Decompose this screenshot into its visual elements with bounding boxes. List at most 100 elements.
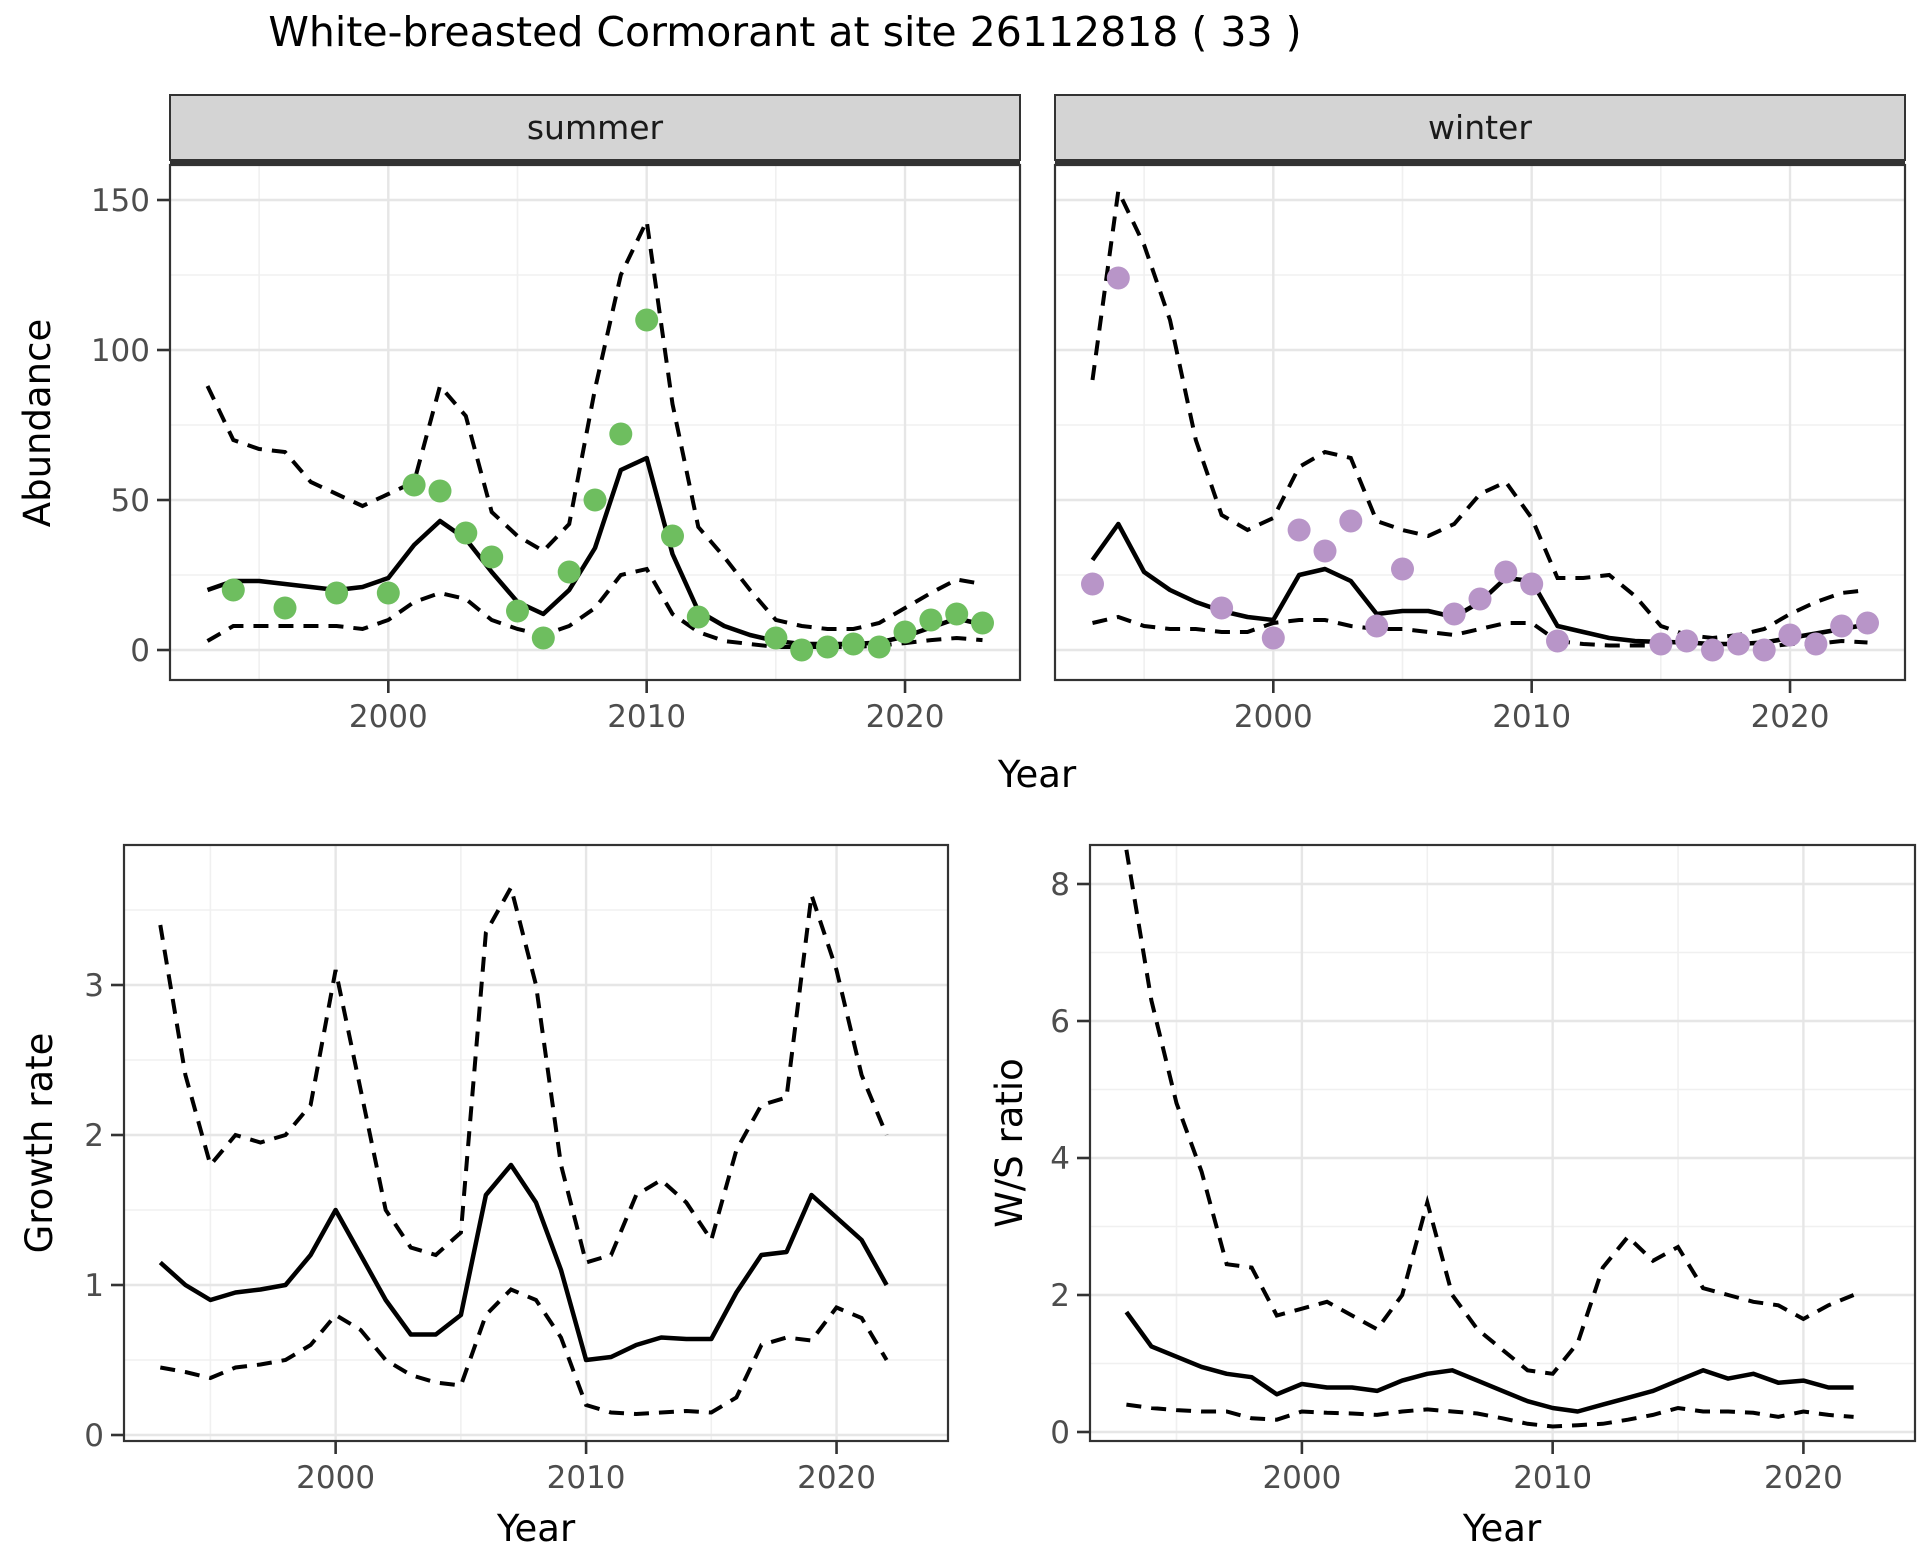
y-tick-label: 0 (130, 633, 150, 669)
y-tick-label: 2 (84, 1118, 104, 1154)
winter-data-point (1106, 266, 1130, 290)
summer-data-point (402, 473, 426, 497)
winter-data-point (1856, 611, 1879, 635)
winter-gridlines (1055, 165, 1905, 680)
ws-y-axis-title: W/S ratio (988, 1058, 1031, 1228)
x-tick-label: 2020 (1751, 699, 1830, 735)
winter-data-point (1649, 632, 1673, 656)
summer-data-point (557, 560, 581, 584)
winter-data-point (1778, 623, 1802, 647)
x-tick-label: 2010 (607, 699, 686, 735)
winter-axes: 2000 2010 2020 (1234, 680, 1830, 735)
abundance-y-axis-title: Abundance (16, 319, 59, 527)
growth-y-axis-title: Growth rate (18, 1033, 61, 1254)
x-tick-label: 2010 (1513, 1460, 1592, 1496)
summer-data-point (816, 635, 839, 659)
y-tick-label: 100 (91, 333, 150, 369)
ws-panel-background (1090, 845, 1915, 1441)
summer-panel-background (170, 165, 1020, 680)
y-tick-label: 50 (111, 483, 150, 519)
summer-data-point (764, 626, 788, 650)
summer-points (221, 308, 994, 662)
summer-data-point (919, 608, 943, 632)
growth-axes: 2000 2010 2020 0 1 2 3 (84, 968, 876, 1496)
summer-data-point (971, 611, 994, 635)
summer-data-point (945, 602, 969, 626)
x-tick-label: 2020 (797, 1460, 876, 1496)
summer-data-point (325, 581, 349, 605)
ws-upper-ci-line (1124, 849, 1855, 1376)
winter-data-point (1339, 509, 1363, 533)
ws-panel-border (1088, 843, 1917, 1443)
winter-data-point (1546, 629, 1569, 653)
y-tick-label: 2 (1050, 1278, 1070, 1314)
ws-gridlines (1090, 845, 1915, 1441)
summer-panel-border (168, 163, 1022, 682)
summer-data-point (428, 479, 452, 503)
growth-panel: 2000 2010 2020 0 1 2 3 (84, 843, 950, 1496)
y-tick-label: 3 (84, 968, 104, 1004)
growth-x-axis-title: Year (496, 1507, 576, 1550)
y-tick-label: 0 (1050, 1415, 1070, 1451)
y-tick-label: 8 (1050, 867, 1070, 903)
ws-axes: 2000 2010 2020 0 2 4 6 8 (1050, 867, 1843, 1496)
winter-data-point (1804, 632, 1828, 656)
summer-data-point (867, 635, 891, 659)
summer-data-point (583, 488, 607, 512)
winter-data-point (1313, 539, 1337, 563)
x-tick-label: 2020 (866, 699, 945, 735)
winter-facet-strip (1054, 94, 1906, 161)
x-tick-label: 2020 (1764, 1460, 1843, 1496)
summer-data-point (686, 605, 710, 629)
ws-lower-ci-line (1126, 1402, 1854, 1429)
winter-data-point (1081, 572, 1104, 596)
facet-strip-label-winter: winter (1428, 108, 1532, 147)
y-tick-label: 1 (84, 1268, 104, 1304)
winter-data-point (1261, 626, 1285, 650)
winter-data-point (1287, 518, 1311, 542)
summer-facet-strip (169, 94, 1021, 161)
chart-title: White-breasted Cormorant at site 2611281… (268, 8, 1302, 56)
summer-data-point (790, 638, 814, 662)
summer-data-point (506, 599, 529, 623)
summer-data-point (221, 578, 245, 602)
summer-panel: 2000 2010 2020 0 50 100 150 (91, 94, 1022, 735)
top-x-axis-title: Year (997, 753, 1077, 796)
winter-data-point (1468, 587, 1492, 611)
winter-data-point (1210, 596, 1234, 620)
x-tick-label: 2010 (1492, 699, 1571, 735)
winter-data-point (1365, 614, 1389, 638)
summer-axes: 2000 2010 2020 0 50 100 150 (91, 183, 945, 735)
summer-data-point (480, 545, 504, 569)
winter-points (1081, 266, 1879, 662)
summer-data-point (893, 620, 917, 644)
x-tick-label: 2000 (349, 699, 428, 735)
y-tick-label: 0 (84, 1418, 104, 1454)
summer-data-point (635, 308, 659, 332)
winter-data-point (1726, 632, 1750, 656)
x-tick-label: 2010 (547, 1460, 626, 1496)
growth-upper-ci-line (158, 882, 889, 1266)
summer-upper-ci-line (205, 214, 983, 631)
x-tick-label: 2000 (296, 1460, 375, 1496)
y-tick-label: 6 (1050, 1004, 1070, 1040)
summer-data-point (273, 596, 297, 620)
summer-data-point (376, 581, 400, 605)
ws-panel: 2000 2010 2020 0 2 4 6 8 (1050, 843, 1917, 1496)
winter-data-point (1442, 602, 1466, 626)
winter-data-point (1675, 629, 1699, 653)
summer-data-point (841, 632, 865, 656)
winter-data-point (1494, 560, 1518, 584)
winter-data-point (1830, 614, 1854, 638)
summer-data-point (531, 626, 555, 650)
facet-strip-label-summer: summer (527, 108, 664, 147)
winter-data-point (1752, 638, 1776, 662)
growth-gridlines (124, 845, 948, 1441)
summer-data-point (454, 521, 478, 545)
x-tick-label: 2000 (1262, 1460, 1341, 1496)
y-tick-label: 4 (1050, 1141, 1070, 1177)
winter-data-point (1701, 638, 1724, 662)
ws-fit-line (1124, 1310, 1854, 1414)
